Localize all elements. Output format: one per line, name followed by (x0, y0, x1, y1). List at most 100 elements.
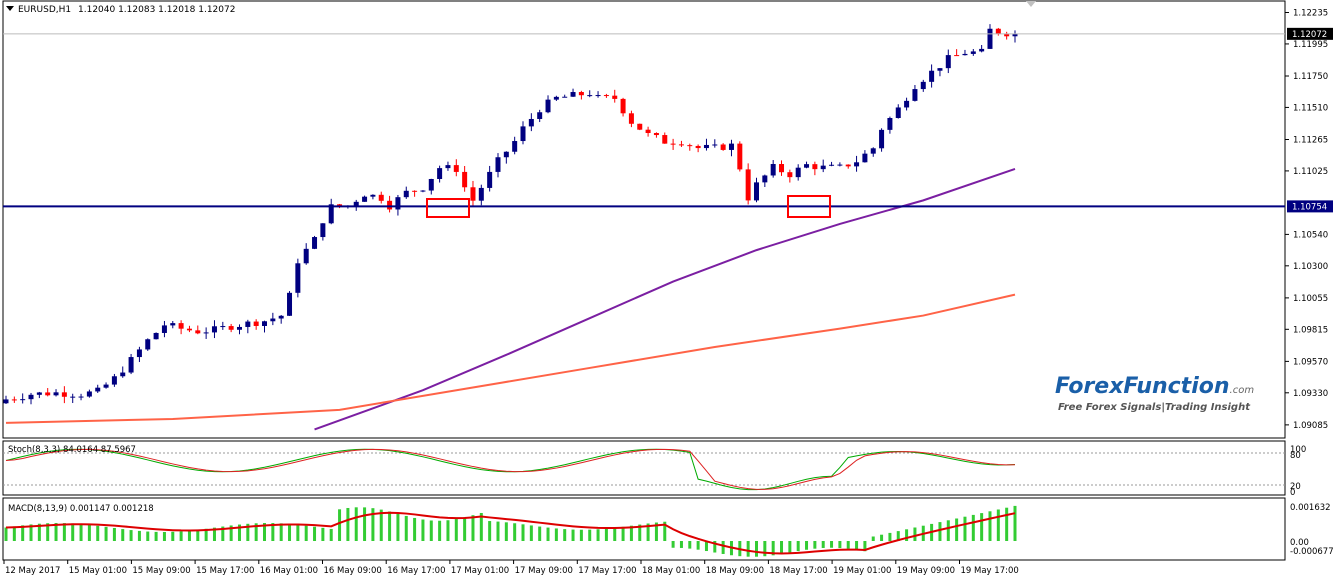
macd-bar (1005, 507, 1009, 541)
price-tick-label: 1.11995 (1293, 40, 1328, 50)
candle-body (745, 169, 751, 201)
macd-bar (654, 522, 658, 541)
macd-bar (129, 530, 133, 541)
macd-bar (171, 531, 175, 541)
macd-bar (237, 524, 241, 541)
macd-bar (821, 541, 825, 548)
macd-bar (162, 531, 166, 541)
candle-body (795, 167, 801, 178)
macd-bar (771, 541, 775, 556)
candle-body (920, 81, 926, 90)
macd-bar (112, 527, 116, 541)
macd-bar (363, 507, 367, 541)
stoch-level-80-label: 80 (1290, 451, 1301, 461)
candle-body (829, 164, 835, 166)
macd-bar (137, 530, 141, 541)
candle-body (678, 144, 684, 146)
ohlc-values: 1.12040 1.12083 1.12018 1.12072 (78, 5, 235, 15)
time-tick-label: 16 May 17:00 (387, 566, 445, 576)
macd-bar (196, 529, 200, 541)
macd-bar (638, 524, 642, 541)
macd-bar (788, 541, 792, 553)
price-tick-label: 1.10540 (1293, 230, 1328, 240)
candle-body (370, 194, 376, 197)
macd-signal-line (5, 511, 1016, 555)
macd-bar (187, 530, 191, 541)
macd-level-bottom-label: -0.000677 (1290, 547, 1334, 557)
candle-body (503, 151, 509, 158)
candle-body (887, 118, 893, 130)
candle-body (587, 95, 593, 97)
candle-body (3, 399, 9, 404)
candle-body (245, 321, 251, 327)
macd-bar (830, 541, 834, 548)
macd-bar (1013, 505, 1017, 541)
stoch-level-20-label: 20 (1290, 482, 1301, 492)
price-tick-label: 1.10055 (1293, 294, 1328, 304)
macd-bar (746, 541, 750, 557)
macd-bar (671, 541, 675, 548)
candle-body (1004, 33, 1010, 37)
macd-bar (563, 529, 567, 541)
candle-body (570, 92, 576, 97)
stoch-signal-line (5, 448, 1016, 490)
macd-bar (371, 508, 375, 541)
candle-body (820, 165, 826, 170)
macd-bar (604, 528, 608, 541)
candle-body (45, 392, 51, 396)
macd-bar (37, 523, 41, 541)
macd-level-zero-label: 0.00 (1290, 538, 1309, 548)
support-level-label: 1.10754 (1292, 202, 1327, 212)
candle-body (28, 394, 34, 400)
time-tick-label: 12 May 2017 (5, 566, 60, 576)
candle-body (20, 399, 26, 401)
stoch-level-0-label: 0 (1290, 488, 1295, 498)
macd-bar (229, 525, 233, 541)
price-tick-label: 1.09330 (1293, 389, 1328, 399)
candle-body (862, 153, 868, 163)
candle-body (870, 148, 876, 154)
time-axis: 12 May 2017 15 May 01:00 15 May 09:00 15 Ma… (3, 560, 1019, 576)
candle-body (161, 325, 167, 333)
candle-body (562, 96, 568, 98)
candle-body (879, 129, 885, 149)
candle-body (470, 187, 476, 201)
macd-bar (780, 541, 784, 555)
candle-body (603, 95, 609, 97)
macd-bar (754, 541, 758, 557)
candle-body (904, 100, 910, 108)
candle-body (287, 292, 293, 316)
shift-marker-icon (1026, 1, 1036, 7)
candle-body (620, 98, 626, 114)
candle-body (728, 143, 734, 150)
candle-body (520, 126, 526, 142)
macd-bar (813, 541, 817, 549)
macd-bar (838, 541, 842, 549)
candle-body (912, 89, 918, 101)
macd-bar (479, 512, 483, 541)
candle-body (929, 70, 935, 82)
macd-bar (46, 523, 50, 541)
candle-body (220, 326, 226, 328)
macd-bar (154, 531, 158, 541)
candle-body (312, 237, 318, 249)
candle-body (236, 326, 242, 330)
macd-panel (2, 497, 1286, 561)
candle-body (136, 349, 142, 358)
macd-bar (463, 517, 467, 541)
macd-bar (871, 536, 875, 541)
macd-bar (629, 525, 633, 541)
candle-body (487, 171, 493, 188)
candle-body (453, 165, 459, 172)
macd-bar (905, 529, 909, 541)
moving-average-slow (5, 293, 1016, 424)
dropdown-arrow-icon[interactable] (6, 6, 14, 11)
candle-body (512, 141, 518, 152)
macd-bar (538, 526, 542, 541)
macd-bar (329, 528, 333, 541)
candle-body (945, 55, 951, 69)
macd-bar (54, 523, 58, 541)
macd-bar (4, 527, 8, 541)
macd-bar (62, 523, 66, 541)
macd-bar (596, 529, 600, 541)
